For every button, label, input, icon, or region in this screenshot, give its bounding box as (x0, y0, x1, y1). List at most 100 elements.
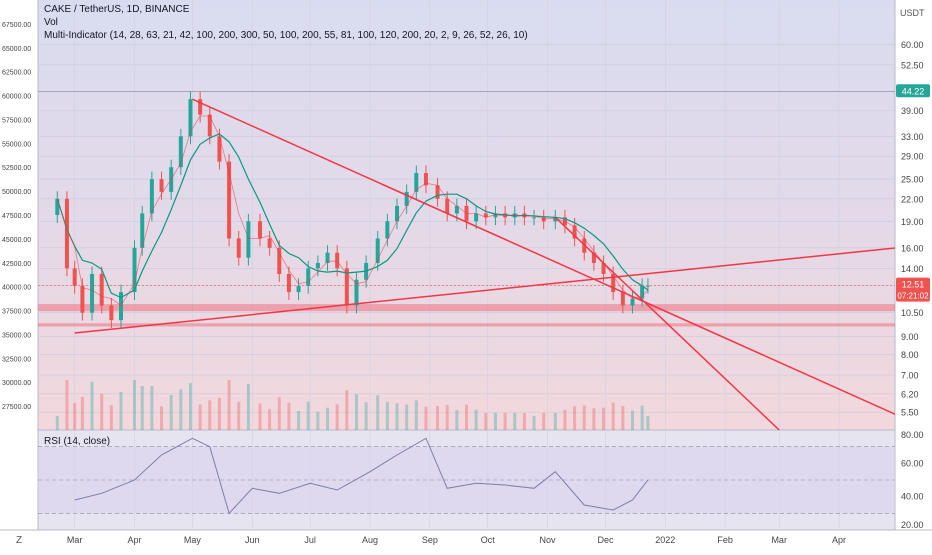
volume-bar (503, 413, 507, 430)
volume-bar (542, 412, 546, 430)
candle-body (227, 161, 232, 239)
timeframe-button[interactable]: Z (16, 535, 23, 546)
candle-body (630, 298, 635, 306)
volume-bar (246, 384, 250, 430)
candle-body (55, 198, 60, 215)
right-tick-label: 52.50 (901, 60, 924, 70)
volume-bar (316, 411, 320, 430)
time-axis[interactable]: Mar Apr May Jun Jul Aug Sep Oct Nov Dec 2022 Feb Mar… (67, 535, 846, 545)
candle-body (354, 279, 359, 306)
volume-bar (354, 394, 358, 430)
candle-body (493, 213, 498, 218)
candle-body (553, 217, 558, 222)
time-tick-label: Jul (304, 535, 316, 545)
candle-body (423, 173, 428, 186)
volume-bar (55, 416, 59, 430)
moving-average-red (56, 115, 649, 307)
volume-bar (532, 416, 536, 430)
volume-bar (100, 393, 104, 430)
rsi-axis: 80.00 60.00 40.00 20.00 (901, 430, 924, 530)
volume-bar (592, 408, 596, 430)
symbol-title[interactable]: CAKE / TetherUS, 1D, BINANCE (44, 4, 190, 15)
volume-bar (424, 406, 428, 430)
candle-body (435, 185, 440, 199)
time-tick-label: Mar (67, 535, 83, 545)
last-price-text: 12.51 (902, 280, 925, 290)
candle-body (414, 173, 419, 192)
volume-bar (133, 380, 137, 430)
last-price-badge (896, 277, 930, 302)
candle-body (178, 136, 183, 168)
time-tick-label: Oct (481, 535, 496, 545)
left-tick-label: 42500.00 (2, 261, 31, 268)
support-zone (38, 323, 895, 327)
right-tick-label: 7.00 (901, 371, 919, 381)
candle-body (109, 305, 114, 321)
volume-bar (277, 397, 281, 430)
left-tick-label: 55000.00 (2, 141, 31, 148)
candle-body (541, 217, 546, 222)
candle-body (286, 273, 291, 293)
candle-body (395, 205, 400, 222)
volume-bar (474, 409, 478, 430)
volume-bar (563, 409, 567, 430)
rsi-pane (38, 437, 895, 515)
volume-bar (445, 405, 449, 430)
volume-legend[interactable]: Vol (44, 17, 58, 28)
candle-body (118, 292, 123, 321)
volume-bar (109, 405, 113, 430)
candle-body (620, 292, 625, 306)
volume-bar (217, 397, 221, 430)
left-tick-label: 40000.00 (2, 285, 31, 292)
volume-bar (414, 400, 418, 430)
volume-bar (119, 392, 123, 430)
volume-bar (376, 395, 380, 430)
rsi-tick-label: 80.00 (901, 430, 924, 440)
volume-bar (73, 403, 77, 430)
volume-bar (326, 407, 330, 430)
volume-bar (227, 380, 231, 430)
candle-body (325, 252, 330, 263)
volume-bar (90, 381, 94, 430)
time-tick-label: Apr (128, 535, 142, 545)
volume-bar (455, 410, 459, 430)
candle-body (198, 99, 203, 115)
candle-body (306, 268, 311, 286)
volume-bar (364, 402, 368, 430)
candle-body (132, 247, 137, 293)
rsi-tick-label: 60.00 (901, 458, 924, 468)
left-tick-label: 45000.00 (2, 237, 31, 244)
candle-body (572, 225, 577, 239)
volume-bar (268, 408, 272, 430)
volume-bar (602, 407, 606, 430)
volume-bar (385, 401, 389, 430)
left-tick-label: 52500.00 (2, 165, 31, 172)
trendlines[interactable] (74, 98, 897, 430)
left-tick-label: 27500.00 (2, 404, 31, 411)
right-tick-label: 33.00 (901, 132, 924, 142)
volume-bar (553, 412, 557, 430)
volume-bar (169, 395, 173, 430)
right-tick-label: 8.00 (901, 350, 919, 360)
rsi-legend[interactable]: RSI (14, close) (44, 436, 111, 447)
candle-body (277, 247, 282, 274)
volume-bar (297, 411, 301, 430)
volume-bar (621, 406, 625, 430)
volume-bar (65, 380, 69, 430)
time-tick-label: Mar (771, 535, 787, 545)
left-price-axis[interactable]: 67500.00 65000.00 62500.00 60000.00 57500.00… (2, 22, 31, 411)
rsi-line (74, 437, 649, 515)
left-tick-label: 67500.00 (2, 22, 31, 29)
right-tick-label: 25.00 (901, 175, 924, 185)
indicator-legend[interactable]: Multi-Indicator (14, 28, 63, 21, 42, 100… (44, 30, 528, 41)
candle-body (140, 213, 145, 248)
candle-body (445, 198, 450, 214)
support-zone (38, 304, 895, 312)
right-tick-label: 16.00 (901, 243, 924, 253)
volume-bar (405, 404, 409, 430)
right-tick-label: 22.00 (901, 194, 924, 204)
candle-body (532, 217, 537, 219)
volume-bar (140, 386, 144, 430)
volume-bar (513, 412, 517, 430)
